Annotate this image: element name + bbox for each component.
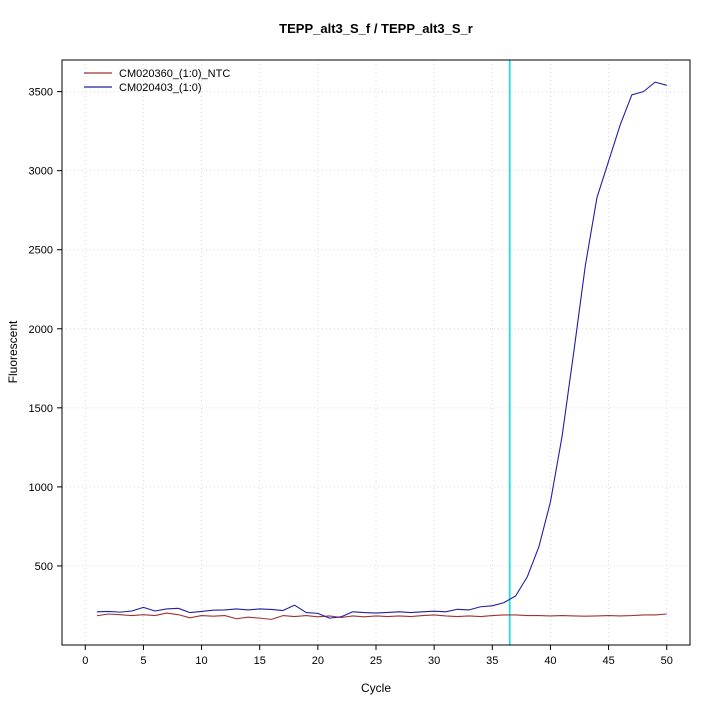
x-tick-label: 5: [140, 655, 146, 667]
x-tick-label: 10: [195, 655, 207, 667]
y-tick-label: 1500: [29, 403, 53, 415]
x-tick-label: 25: [370, 655, 382, 667]
y-tick-label: 500: [35, 561, 53, 573]
x-tick-label: 20: [312, 655, 324, 667]
x-tick-label: 35: [486, 655, 498, 667]
x-tick-label: 15: [254, 655, 266, 667]
x-tick-label: 45: [602, 655, 614, 667]
grid-lines: [62, 60, 690, 645]
y-tick-label: 1000: [29, 482, 53, 494]
legend: CM020360_(1:0)_NTC CM020403_(1:0): [84, 68, 230, 94]
y-tick-label: 3500: [29, 87, 53, 99]
y-tick-label: 3000: [29, 166, 53, 178]
x-tick-label: 40: [544, 655, 556, 667]
x-tick-label: 30: [428, 655, 440, 667]
y-tick-label: 2500: [29, 245, 53, 257]
series-line-1: [96, 81, 667, 619]
x-tick-label: 50: [661, 655, 673, 667]
series-lines: [96, 81, 667, 620]
plot-border: [61, 59, 691, 646]
y-axis-label: Fluorescent: [6, 320, 20, 383]
x-tick-label: 0: [82, 655, 88, 667]
y-tick-label: 2000: [29, 324, 53, 336]
axes: 0 5 10 15 20 25 30 35 40 45 50 500 1000 1500 2000 2500 3…: [29, 87, 673, 667]
series-line-0: [96, 612, 667, 620]
chart-title: TEPP_alt3_S_f / TEPP_alt3_S_r: [279, 21, 473, 36]
legend-entry-label: CM020403_(1:0): [119, 82, 202, 94]
legend-entry-label: CM020360_(1:0)_NTC: [119, 68, 230, 80]
x-axis-label: Cycle: [361, 681, 391, 695]
